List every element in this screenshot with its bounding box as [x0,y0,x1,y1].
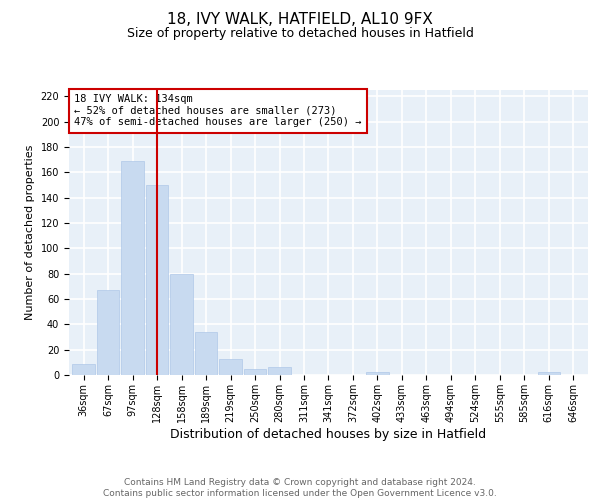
Bar [97,290,119,375]
Bar [170,274,193,375]
Bar [146,185,169,375]
Bar [220,358,242,375]
X-axis label: Distribution of detached houses by size in Hatfield: Distribution of detached houses by size … [170,428,487,440]
Y-axis label: Number of detached properties: Number of detached properties [25,145,35,320]
Bar [366,372,389,375]
Text: 18, IVY WALK, HATFIELD, AL10 9FX: 18, IVY WALK, HATFIELD, AL10 9FX [167,12,433,28]
Bar [268,368,291,375]
Text: Size of property relative to detached houses in Hatfield: Size of property relative to detached ho… [127,28,473,40]
Text: 18 IVY WALK: 134sqm
← 52% of detached houses are smaller (273)
47% of semi-detac: 18 IVY WALK: 134sqm ← 52% of detached ho… [74,94,362,128]
Bar [195,332,217,375]
Bar [244,368,266,375]
Bar [73,364,95,375]
Bar [538,372,560,375]
Bar [121,161,144,375]
Text: Contains HM Land Registry data © Crown copyright and database right 2024.
Contai: Contains HM Land Registry data © Crown c… [103,478,497,498]
